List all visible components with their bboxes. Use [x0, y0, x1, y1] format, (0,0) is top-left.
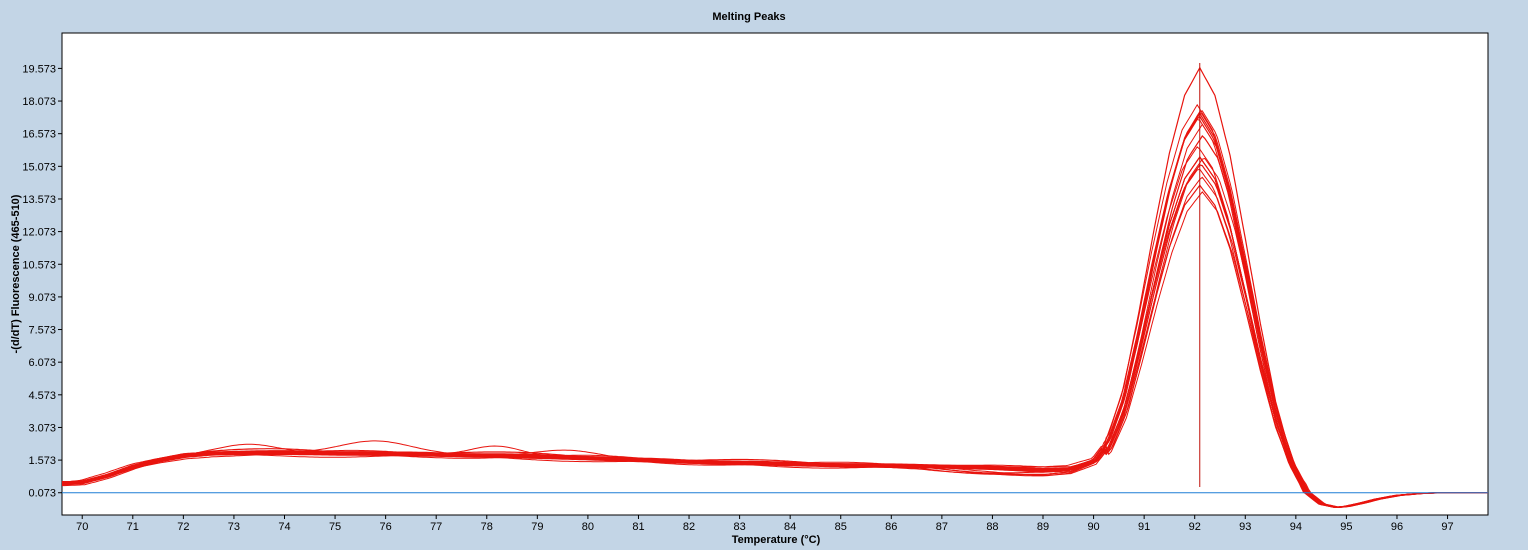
x-tick-label-9: 79 [531, 521, 543, 533]
x-tick-label-19: 89 [1037, 521, 1049, 533]
x-tick-label-24: 94 [1290, 521, 1302, 533]
x-tick-label-21: 91 [1138, 521, 1150, 533]
y-tick-label-1: 1.573 [28, 455, 56, 467]
x-tick-label-2: 72 [177, 521, 189, 533]
y-tick-label-10: 15.073 [22, 161, 56, 173]
melt-curve-overlap-band [61, 451, 1095, 486]
x-tick-label-18: 88 [986, 521, 998, 533]
x-tick-label-4: 74 [278, 521, 290, 533]
x-tick-label-7: 77 [430, 521, 442, 533]
x-tick-label-11: 81 [632, 521, 644, 533]
y-tick-label-9: 13.573 [22, 194, 56, 206]
y-axis-ticks: 0.073 1.573 3.073 4.573 6.073 7.573 9.073 10.57… [22, 63, 62, 500]
x-tick-label-8: 78 [481, 521, 493, 533]
y-tick-label-11: 16.573 [22, 129, 56, 141]
y-tick-label-5: 7.573 [28, 325, 56, 337]
y-tick-label-12: 18.073 [22, 96, 56, 108]
x-tick-label-15: 85 [835, 521, 847, 533]
y-tick-label-7: 10.573 [22, 259, 56, 271]
y-axis-title: -(d/dT) Fluorescence (465-510) [10, 194, 22, 353]
y-tick-label-13: 19.573 [22, 63, 56, 75]
x-tick-label-26: 96 [1391, 521, 1403, 533]
y-tick-label-4: 6.073 [28, 357, 56, 369]
x-tick-label-14: 84 [784, 521, 796, 533]
series-group [61, 66, 1488, 509]
x-tick-label-16: 86 [885, 521, 897, 533]
x-tick-label-17: 87 [936, 521, 948, 533]
y-tick-label-0: 0.073 [28, 488, 56, 500]
y-tick-label-8: 12.073 [22, 227, 56, 239]
plot-area [61, 32, 1489, 516]
melt-curve-0 [62, 66, 1488, 509]
melt-curve-5 [62, 123, 1488, 508]
x-tick-label-13: 83 [733, 521, 745, 533]
x-tick-label-1: 71 [127, 521, 139, 533]
x-axis-ticks: 70 71 72 73 74 75 76 77 78 79 80 81 82 83 84 85 86 87 88 89… [76, 515, 1454, 533]
x-tick-label-23: 93 [1239, 521, 1251, 533]
x-tick-label-22: 92 [1189, 521, 1201, 533]
x-tick-label-10: 80 [582, 521, 594, 533]
y-tick-label-3: 4.573 [28, 390, 56, 402]
x-tick-label-5: 75 [329, 521, 341, 533]
y-tick-label-6: 9.073 [28, 292, 56, 304]
x-tick-label-12: 82 [683, 521, 695, 533]
chart-title: Melting Peaks [712, 11, 786, 23]
y-tick-label-2: 3.073 [28, 422, 56, 434]
x-tick-label-3: 73 [228, 521, 240, 533]
x-tick-label-6: 76 [380, 521, 392, 533]
x-tick-label-25: 95 [1340, 521, 1352, 533]
x-axis-title: Temperature (°C) [732, 534, 821, 546]
x-tick-label-20: 90 [1087, 521, 1099, 533]
x-tick-label-27: 97 [1441, 521, 1453, 533]
x-tick-label-0: 70 [76, 521, 88, 533]
